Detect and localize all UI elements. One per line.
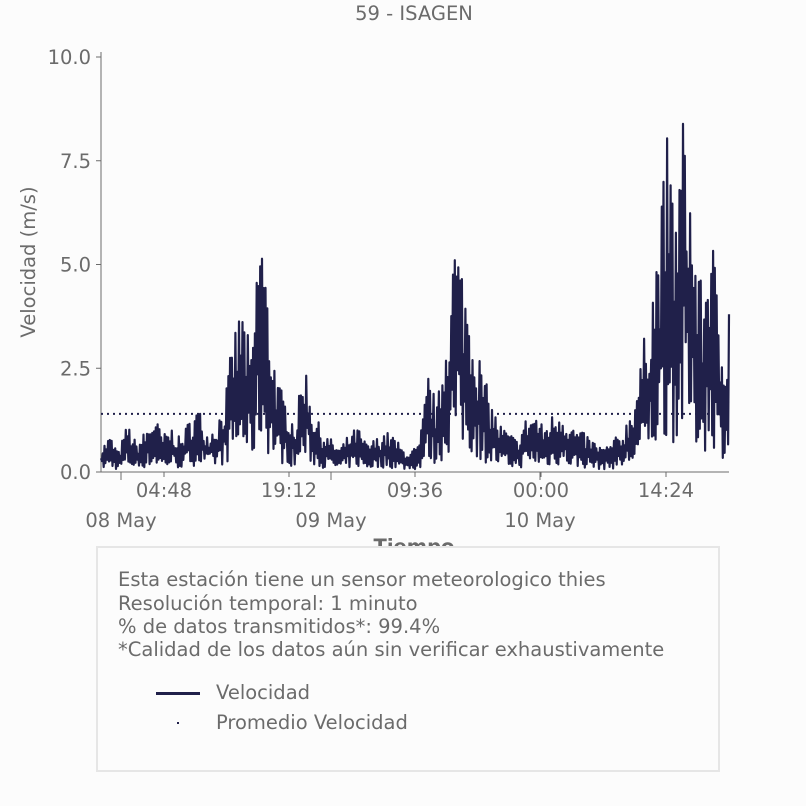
y-ticks: 0.0 2.5 5.0 7.5 10.0 [48,46,101,484]
data-quality-note: *Calidad de los datos aún sin verificar … [118,638,665,661]
x-tick-date-label: 08 May [85,509,156,532]
x-tick-date-label: 09 May [295,509,366,532]
x-tick-time-label: 14:24 [638,479,694,502]
x-tick-time-label: 00:00 [513,479,569,502]
y-tick-label: 7.5 [60,150,91,173]
legend-line-swatch [156,692,200,695]
y-tick-label: 5.0 [60,254,91,277]
y-tick-label: 0.0 [60,461,91,484]
legend-label-velocidad: Velocidad [216,681,311,704]
info-legend-box: Esta estación tiene un sensor meteorolog… [96,546,720,772]
x-tick-time-label: 19:12 [261,479,317,502]
chart-title: 59 - ISAGEN [355,2,473,25]
data-transmitted-text: % de datos transmitidos*: 99.4% [118,615,441,638]
y-tick-label: 10.0 [48,46,91,69]
x-tick-time-label: 09:36 [387,479,443,502]
legend-label-promedio: Promedio Velocidad [216,711,408,734]
x-tick-date-label: 10 May [504,509,575,532]
x-ticks: 04:48 19:12 09:36 00:00 14:24 08 May 09 May 10 … [85,472,694,532]
x-tick-time-label: 04:48 [136,479,192,502]
temporal-resolution-text: Resolución temporal: 1 minuto [118,592,418,615]
y-axis-label: Velocidad (m/s) [17,186,40,337]
y-tick-label: 2.5 [60,357,91,380]
station-sensor-text: Esta estación tiene un sensor meteorolog… [118,568,606,591]
legend-dot-swatch [177,722,179,724]
velocity-series-line [99,122,731,471]
chart: 59 - ISAGEN Velocidad (m/s) 0.0 2.5 5.0 7.5… [17,2,731,558]
